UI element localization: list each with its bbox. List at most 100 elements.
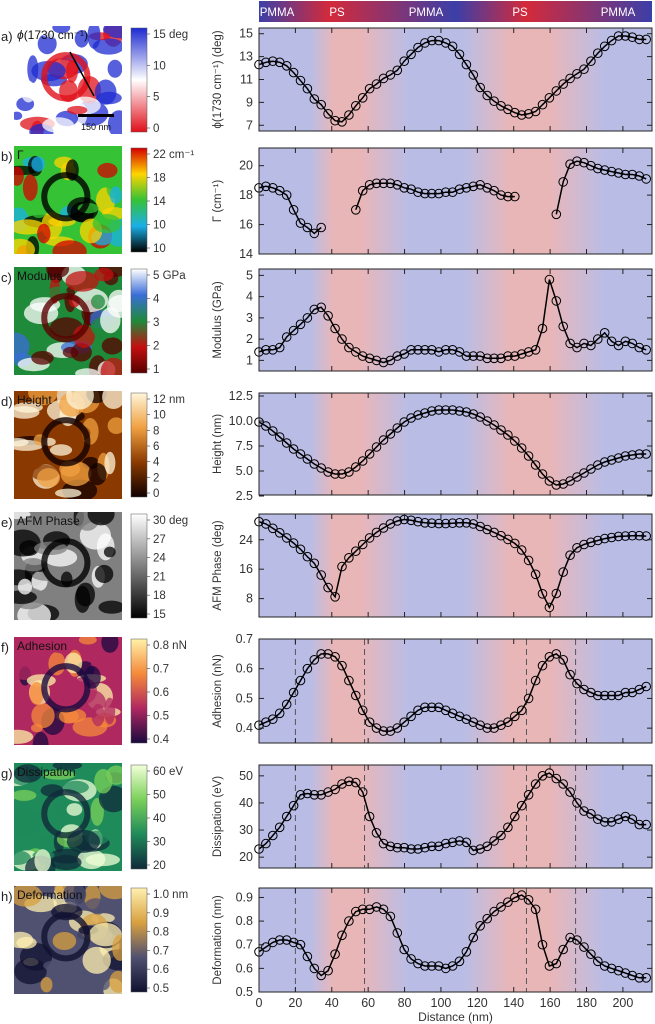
data-point [620, 31, 631, 41]
data-point [364, 904, 375, 915]
colorbar-tick-label: 18 [153, 173, 166, 185]
map-image [14, 26, 122, 134]
map-blob [31, 351, 54, 365]
data-point [572, 156, 582, 166]
map-blob [66, 391, 94, 410]
data-point [551, 588, 562, 599]
y-axis-label: Adhesion (nN) [212, 654, 224, 728]
data-point [510, 811, 520, 822]
map-blob [26, 453, 43, 470]
data-point [482, 913, 493, 924]
data-point [606, 35, 617, 46]
plot-frame [258, 147, 653, 255]
colorbar [130, 764, 148, 870]
y-tick-label: 24 [239, 533, 253, 547]
data-point [268, 714, 278, 725]
data-point [385, 429, 396, 439]
data-point [641, 681, 652, 692]
data-point [599, 328, 610, 338]
map-title-text: Γ [17, 148, 24, 162]
data-point [364, 449, 375, 459]
y-tick-label: 13 [239, 50, 253, 64]
linecut-marker [69, 51, 95, 97]
data-point [337, 660, 347, 671]
data-point [516, 349, 527, 359]
colorbar-tick-label: 15 [153, 609, 166, 621]
data-point [288, 937, 299, 948]
data-point [337, 930, 347, 941]
data-point [613, 168, 624, 178]
map-image [14, 391, 122, 499]
data-point [613, 965, 624, 976]
plot-background [259, 765, 652, 868]
y-tick-label: 50 [239, 769, 253, 783]
colorbar-tick-label: 0.6 [153, 687, 169, 699]
plot-frame [258, 392, 653, 496]
map-blob [31, 703, 55, 728]
data-point [579, 338, 589, 349]
data-point [364, 811, 375, 822]
data-point [295, 790, 306, 800]
data-point [288, 205, 299, 215]
map-blob [103, 546, 116, 558]
colorbar [130, 268, 148, 374]
y-tick-label: 0.4 [236, 721, 253, 735]
data-point [427, 518, 437, 529]
data-point [454, 49, 465, 60]
map-blob [14, 808, 42, 836]
colorbar-tick-label: 4 [153, 457, 160, 469]
data-point [641, 34, 652, 45]
map-blob [21, 80, 36, 103]
data-point [613, 340, 624, 351]
chart-b: 14 16 18 20 Γ (cm⁻¹) [212, 147, 653, 261]
data-point [357, 539, 368, 550]
colorbar-tick-label: 27 [153, 534, 166, 546]
plot-background [259, 269, 652, 371]
colorbar-tick-label: 0.6 [153, 964, 169, 976]
map-blob [110, 727, 122, 745]
data-point [516, 705, 527, 716]
data-point [537, 939, 548, 950]
data-point [503, 351, 513, 361]
data-point [558, 177, 569, 187]
data-point [302, 663, 313, 674]
colorbar [130, 513, 148, 619]
data-point [323, 649, 333, 659]
map-blob [37, 468, 61, 488]
x-tick-label: 200 [612, 996, 633, 1010]
data-point [434, 35, 444, 46]
data-point [434, 405, 444, 415]
data-point [586, 687, 596, 698]
data-point [371, 828, 382, 838]
data-point [482, 353, 493, 364]
panel-d: d) Height 12 nm 10 8 6 4 2 0 [1, 391, 185, 500]
plot-frame [258, 638, 653, 744]
data-point [344, 467, 354, 477]
data-point [579, 64, 589, 74]
data-point [427, 841, 437, 852]
data-point [385, 70, 396, 80]
map-ring [41, 52, 91, 102]
data-point [440, 838, 451, 849]
data-point [510, 351, 520, 361]
data-point [302, 551, 313, 562]
map-title: Dissipation [17, 765, 76, 779]
map-blob [47, 637, 75, 654]
map-blob [92, 214, 122, 234]
x-tick-label: 100 [431, 996, 452, 1010]
data-point [489, 420, 499, 430]
map-title-text: Adhesion [17, 639, 67, 653]
data-point [351, 205, 361, 215]
data-point [454, 518, 465, 528]
data-point [516, 110, 527, 120]
map-blob [14, 958, 47, 985]
data-point [351, 690, 361, 701]
series-line [258, 894, 647, 979]
data-point [523, 555, 534, 566]
data-point [281, 332, 292, 342]
data-point [261, 421, 271, 431]
data-point [281, 61, 292, 71]
data-point [454, 711, 465, 722]
data-point [551, 649, 562, 659]
data-point [274, 708, 285, 719]
